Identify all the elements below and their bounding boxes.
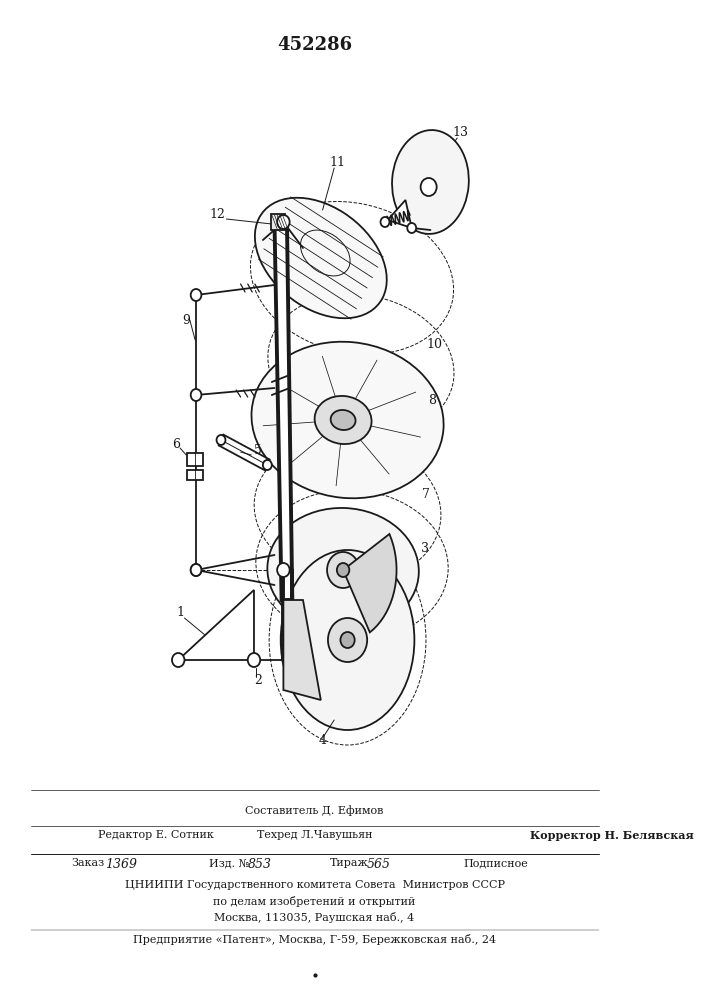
- Ellipse shape: [255, 198, 387, 318]
- Text: 2: 2: [254, 674, 262, 686]
- Circle shape: [327, 552, 359, 588]
- Circle shape: [341, 632, 355, 648]
- Ellipse shape: [331, 410, 356, 430]
- FancyBboxPatch shape: [187, 470, 203, 480]
- Circle shape: [328, 618, 367, 662]
- Text: Предприятие «Патент», Москва, Г-59, Бережковская наб., 24: Предприятие «Патент», Москва, Г-59, Бере…: [133, 934, 496, 945]
- Text: Изд. №: Изд. №: [209, 858, 250, 868]
- Ellipse shape: [392, 130, 469, 234]
- Circle shape: [263, 460, 271, 470]
- Text: 853: 853: [247, 858, 271, 871]
- Circle shape: [191, 564, 201, 576]
- Circle shape: [407, 223, 416, 233]
- Text: 12: 12: [209, 209, 226, 222]
- Text: 11: 11: [329, 156, 346, 169]
- Text: Заказ: Заказ: [71, 858, 105, 868]
- Circle shape: [337, 563, 349, 577]
- Text: 7: 7: [422, 488, 431, 502]
- Circle shape: [191, 564, 201, 576]
- Text: 452286: 452286: [277, 36, 352, 54]
- Text: Редактор Е. Сотник: Редактор Е. Сотник: [98, 830, 214, 840]
- Text: Подписное: Подписное: [463, 858, 528, 868]
- Circle shape: [191, 389, 201, 401]
- Circle shape: [277, 215, 290, 229]
- Text: 4: 4: [319, 734, 327, 746]
- Text: 13: 13: [452, 126, 469, 139]
- Circle shape: [277, 563, 290, 577]
- Circle shape: [421, 178, 437, 196]
- Text: Москва, 113035, Раушская наб., 4: Москва, 113035, Раушская наб., 4: [214, 912, 415, 923]
- Polygon shape: [178, 590, 254, 660]
- Text: 9: 9: [182, 314, 189, 326]
- Circle shape: [172, 653, 185, 667]
- Text: 5: 5: [254, 444, 262, 456]
- Text: Техред Л.Чавушьян: Техред Л.Чавушьян: [257, 830, 373, 840]
- Text: Тираж: Тираж: [329, 858, 368, 868]
- Text: ЦНИИПИ Государственного комитета Совета  Министров СССР: ЦНИИПИ Государственного комитета Совета …: [124, 880, 505, 890]
- Circle shape: [216, 435, 226, 445]
- Polygon shape: [343, 534, 397, 632]
- FancyBboxPatch shape: [271, 214, 285, 230]
- Polygon shape: [274, 222, 292, 600]
- Text: 10: 10: [426, 338, 442, 352]
- Text: 1369: 1369: [105, 858, 137, 871]
- Text: 6: 6: [172, 438, 180, 452]
- Text: 1: 1: [177, 605, 185, 618]
- Ellipse shape: [281, 550, 414, 730]
- Circle shape: [380, 217, 390, 227]
- Text: 3: 3: [421, 542, 428, 554]
- Text: Составитель Д. Ефимов: Составитель Д. Ефимов: [245, 805, 384, 816]
- Polygon shape: [387, 200, 411, 228]
- Polygon shape: [284, 600, 321, 700]
- Text: по делам изобретений и открытий: по делам изобретений и открытий: [214, 896, 416, 907]
- Ellipse shape: [267, 508, 419, 632]
- Text: 565: 565: [367, 858, 391, 871]
- Circle shape: [247, 653, 260, 667]
- Circle shape: [191, 289, 201, 301]
- Text: 8: 8: [428, 393, 436, 406]
- FancyBboxPatch shape: [187, 453, 203, 466]
- Ellipse shape: [252, 342, 443, 498]
- Ellipse shape: [315, 396, 372, 444]
- Text: Корректор Н. Белявская: Корректор Н. Белявская: [530, 830, 694, 841]
